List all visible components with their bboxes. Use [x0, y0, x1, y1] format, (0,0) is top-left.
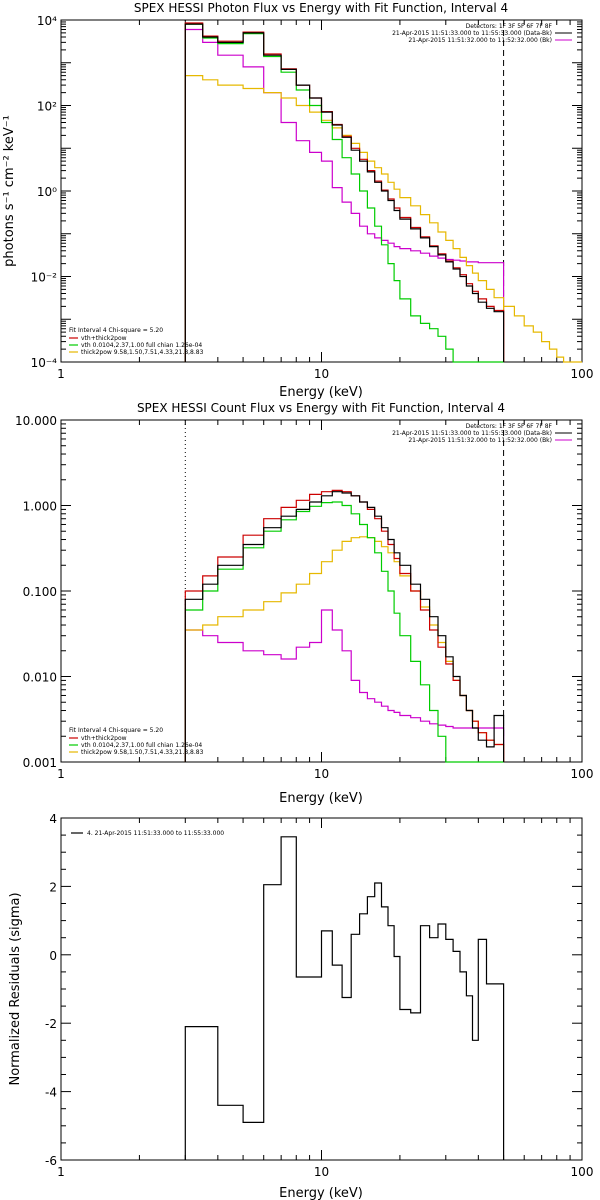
y-tick-label: 1.000 — [23, 500, 57, 514]
tick-labels: 1 10 100 -6 -4 -2 0 2 4 — [45, 812, 593, 1179]
x-tick-label: 10 — [314, 767, 329, 781]
header-line: 21-Apr-2015 11:51:33.000 to 11:55:33.000… — [392, 430, 552, 437]
x-tick-label: 10 — [314, 1165, 329, 1179]
series-vth-thick2pow — [184, 22, 505, 362]
x-tick-label: 100 — [571, 367, 594, 381]
y-tick-label: 10⁻⁴ — [31, 356, 58, 370]
y-tick-label: 10² — [37, 100, 57, 114]
series-thick2pow-extension — [503, 305, 582, 363]
header-line: 21-Apr-2015 11:51:33.000 to 11:55:33.000… — [392, 30, 552, 37]
y-tick-label: 0.001 — [23, 756, 57, 770]
series-background — [184, 609, 505, 762]
x-axis-label: Energy (keV) — [279, 1186, 363, 1200]
legend-label: vth+thick2pow — [81, 335, 127, 342]
x-tick-label: 10 — [314, 367, 329, 381]
photon-flux-panel: SPEX HESSI Photon Flux vs Energy with Fi… — [2, 1, 593, 400]
series-layer — [184, 836, 505, 1160]
panel-title: SPEX HESSI Photon Flux vs Energy with Fi… — [134, 1, 508, 15]
legend-label: vth+thick2pow — [81, 735, 127, 742]
header-line: Detectors: 1F 3F 5F 6F 7F 8F — [466, 423, 553, 430]
fit-info: Fit Interval 4 Chi-square = 5.20 — [69, 327, 163, 334]
legend-label: thick2pow 9.58,1.50,7.51,4.33,21.8,8.83 — [81, 349, 204, 356]
tick-marks — [60, 20, 582, 363]
panel-title: SPEX HESSI Count Flux vs Energy with Fit… — [137, 401, 505, 415]
y-tick-label: -4 — [45, 1086, 57, 1100]
x-axis-label: Energy (keV) — [279, 385, 363, 400]
header-annotation: Detectors: 1F 3F 5F 6F 7F 8F21-Apr-2015 … — [392, 423, 572, 444]
tick-labels: 1 10 100 10⁻⁴ 10⁻² 10⁰ 10² 10⁴ — [31, 14, 594, 381]
x-tick-label: 100 — [571, 767, 594, 781]
y-tick-label: 2 — [49, 880, 57, 894]
y-axis-label: photons s⁻¹ cm⁻² keV⁻¹ — [2, 115, 17, 267]
y-tick-label: 4 — [49, 812, 57, 826]
marker-lines — [184, 420, 505, 762]
y-tick-label: 10⁰ — [37, 185, 57, 199]
legend-label: vth 0.0104,2.37,1.00 full chian 1.26e-04 — [81, 742, 202, 749]
y-tick-label: 0.010 — [23, 671, 57, 685]
y-tick-label: 10⁻² — [31, 271, 58, 285]
tick-marks — [60, 817, 582, 1161]
series-thick2pow — [184, 75, 505, 362]
fit-info: Fit Interval 4 Chi-square = 5.20 — [69, 727, 163, 734]
x-tick-label: 1 — [57, 1165, 65, 1179]
x-tick-label: 1 — [57, 367, 65, 381]
series-layer — [184, 489, 505, 763]
y-tick-label: -6 — [45, 1154, 57, 1168]
legend: Fit Interval 4 Chi-square = 5.20vth+thic… — [69, 727, 204, 756]
residuals-panel: 1 10 100 -6 -4 -2 0 2 4 Energy (keV) Normalized … — [8, 812, 593, 1200]
legend-label: vth 0.0104,2.37,1.00 full chian 1.26e-04 — [81, 342, 202, 349]
marker-lines — [184, 20, 505, 362]
tick-marks — [60, 420, 582, 763]
x-tick-label: 1 — [57, 767, 65, 781]
y-tick-label: 0 — [49, 949, 57, 963]
legend-label: 4. 21-Apr-2015 11:51:33.000 to 11:55:33.… — [87, 830, 224, 837]
y-tick-label: 10.000 — [15, 414, 57, 428]
header-line: 21-Apr-2015 11:51:32.000 to 11:52:32.000… — [408, 37, 552, 44]
header-line: Detectors: 1F 3F 5F 6F 7F 8F — [466, 23, 553, 30]
count-flux-panel: SPEX HESSI Count Flux vs Energy with Fit… — [15, 401, 593, 806]
series-vth — [184, 23, 504, 363]
y-tick-label: 10⁴ — [37, 14, 57, 28]
tick-labels: 1 10 100 0.001 0.010 0.100 1.000 10.000 — [15, 414, 593, 781]
header-annotation: Detectors: 1F 3F 5F 6F 7F 8F21-Apr-2015 … — [392, 23, 572, 44]
series-residuals — [184, 836, 505, 1160]
series-data — [184, 491, 505, 762]
y-tick-label: -2 — [45, 1017, 57, 1031]
x-tick-label: 100 — [571, 1165, 594, 1179]
series-data — [184, 23, 505, 362]
legend-label: thick2pow 9.58,1.50,7.51,4.33,21.8,8.83 — [81, 749, 204, 756]
legend: Fit Interval 4 Chi-square = 5.20vth+thic… — [69, 327, 204, 356]
y-tick-label: 0.100 — [23, 585, 57, 599]
legend: 4. 21-Apr-2015 11:51:33.000 to 11:55:33.… — [71, 830, 224, 837]
x-axis-label: Energy (keV) — [279, 791, 363, 806]
header-line: 21-Apr-2015 11:51:32.000 to 11:52:32.000… — [408, 437, 552, 444]
y-axis-label: Normalized Residuals (sigma) — [8, 892, 23, 1085]
series-vth — [184, 501, 504, 763]
series-vth-thick2pow — [184, 489, 505, 762]
series-layer — [184, 22, 582, 363]
series-background — [184, 28, 505, 362]
